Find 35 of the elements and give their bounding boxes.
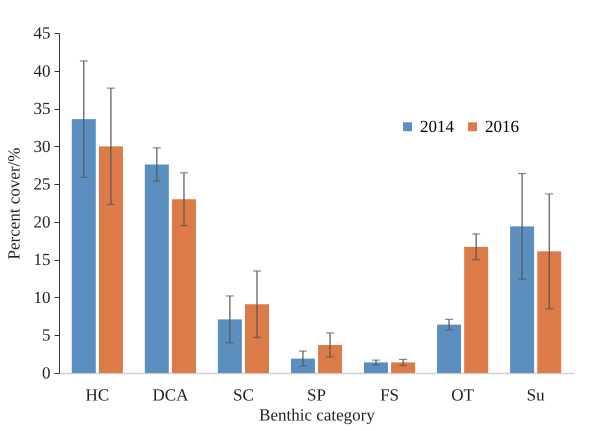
y-tick-label: 20 <box>34 212 50 232</box>
y-tick-label: 10 <box>34 288 50 307</box>
y-tick-label: 0 <box>42 364 50 382</box>
y-tick-label: 45 <box>34 24 50 42</box>
y-tick-label: 15 <box>34 250 50 270</box>
x-tick-label: FS <box>380 386 400 404</box>
bar <box>364 362 388 373</box>
x-tick-label: Su <box>526 386 546 404</box>
y-tick-label: 35 <box>34 99 50 118</box>
bar <box>72 119 96 373</box>
y-tick-label: 40 <box>34 61 50 80</box>
bar <box>510 226 534 373</box>
x-tick-label: HC <box>86 386 110 404</box>
y-tick-label: 5 <box>42 326 50 345</box>
bar <box>391 362 416 373</box>
bar <box>318 345 342 373</box>
bar <box>144 164 169 373</box>
bar <box>537 251 562 373</box>
bar <box>245 304 270 373</box>
bar <box>98 146 123 373</box>
x-tick-label: SC <box>233 386 254 404</box>
x-tick-label: SP <box>307 386 326 404</box>
y-tick-label: 25 <box>34 174 50 194</box>
legend-label: 2016 <box>485 116 519 136</box>
x-tick-label: OT <box>451 386 475 404</box>
y-tick-label: 30 <box>34 136 50 156</box>
bar <box>218 319 242 373</box>
legend-label: 2014 <box>420 116 454 136</box>
bar <box>290 358 315 373</box>
x-axis-title: Benthic category <box>259 406 376 424</box>
y-axis-title: Percent cover/% <box>4 148 24 260</box>
bar <box>464 246 488 373</box>
x-tick-label: DCA <box>152 386 190 404</box>
bar <box>437 324 462 373</box>
bar <box>172 199 196 373</box>
